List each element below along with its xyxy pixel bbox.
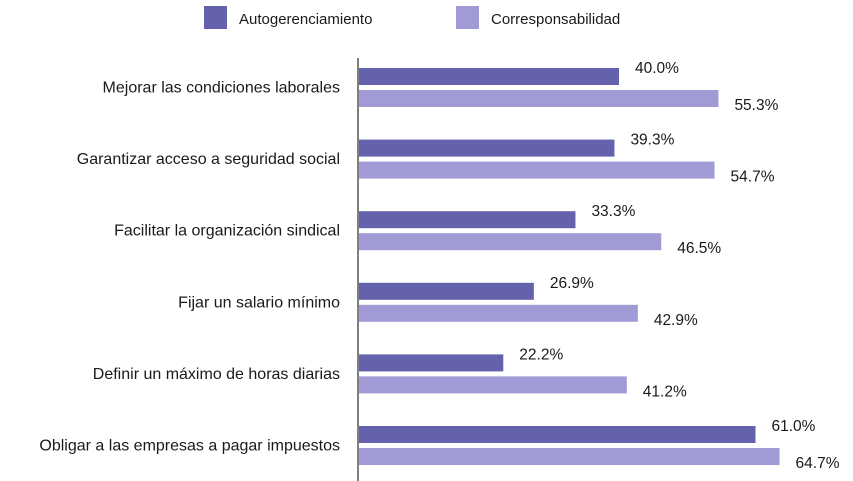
value-label-autogerenciamiento-definir-un-maximo-de-horas-diarias: 22.2% [519, 346, 563, 363]
value-label-corresponsabilidad-obligar-a-las-empresas-a-pagar-impuestos: 64.7% [796, 455, 840, 472]
value-label-corresponsabilidad-fijar-un-salario-minimo: 42.9% [654, 312, 698, 329]
bar-autogerenciamiento-fijar-un-salario-minimo [359, 282, 534, 300]
category-label-obligar-a-las-empresas-a-pagar-impuestos: Obligar a las empresas a pagar impuestos [39, 438, 340, 455]
category-label-fijar-un-salario-minimo: Fijar un salario mínimo [178, 294, 340, 311]
bar-corresponsabilidad-definir-un-maximo-de-horas-diarias [359, 376, 627, 394]
bar-corresponsabilidad-fijar-un-salario-minimo [359, 304, 638, 322]
value-label-autogerenciamiento-facilitar-la-organizacion-sindical: 33.3% [591, 203, 635, 220]
legend-swatch-autogerenciamiento [204, 6, 227, 29]
value-label-corresponsabilidad-mejorar-las-condiciones-laborales: 55.3% [734, 97, 778, 114]
value-label-autogerenciamiento-fijar-un-salario-minimo: 26.9% [550, 275, 594, 292]
category-label-definir-un-maximo-de-horas-diarias: Definir un máximo de horas diarias [93, 366, 340, 383]
legend-swatch-corresponsabilidad [456, 6, 479, 29]
category-label-garantizar-acceso-a-seguridad-social: Garantizar acceso a seguridad social [77, 151, 340, 168]
legend-label-corresponsabilidad: Corresponsabilidad [491, 11, 620, 28]
bar-corresponsabilidad-garantizar-acceso-a-seguridad-social [359, 161, 715, 179]
value-label-autogerenciamiento-mejorar-las-condiciones-laborales: 40.0% [635, 60, 679, 77]
value-label-corresponsabilidad-definir-un-maximo-de-horas-diarias: 41.2% [643, 383, 687, 400]
plot-area: Mejorar las condiciones laborales 40.0% 55… [39, 60, 839, 472]
category-label-facilitar-la-organizacion-sindical: Facilitar la organización sindical [114, 223, 340, 240]
bar-autogerenciamiento-definir-un-maximo-de-horas-diarias [359, 354, 504, 372]
bar-corresponsabilidad-mejorar-las-condiciones-laborales [359, 90, 719, 107]
bar-autogerenciamiento-garantizar-acceso-a-seguridad-social [359, 139, 615, 157]
legend-label-autogerenciamiento: Autogerenciamiento [239, 11, 372, 28]
value-label-corresponsabilidad-facilitar-la-organizacion-sindical: 46.5% [677, 240, 721, 257]
bar-autogerenciamiento-obligar-a-las-empresas-a-pagar-impuestos [359, 426, 756, 443]
bar-corresponsabilidad-facilitar-la-organizacion-sindical [359, 233, 662, 251]
legend: Autogerenciamiento Corresponsabilidad [204, 6, 620, 29]
value-label-autogerenciamiento-garantizar-acceso-a-seguridad-social: 39.3% [630, 132, 674, 149]
bar-autogerenciamiento-mejorar-las-condiciones-laborales [359, 68, 619, 85]
bar-corresponsabilidad-obligar-a-las-empresas-a-pagar-impuestos [359, 448, 780, 465]
category-label-mejorar-las-condiciones-laborales: Mejorar las condiciones laborales [103, 80, 340, 97]
value-label-corresponsabilidad-garantizar-acceso-a-seguridad-social: 54.7% [731, 169, 775, 186]
bar-autogerenciamiento-facilitar-la-organizacion-sindical [359, 211, 576, 229]
value-label-autogerenciamiento-obligar-a-las-empresas-a-pagar-impuestos: 61.0% [772, 418, 816, 435]
